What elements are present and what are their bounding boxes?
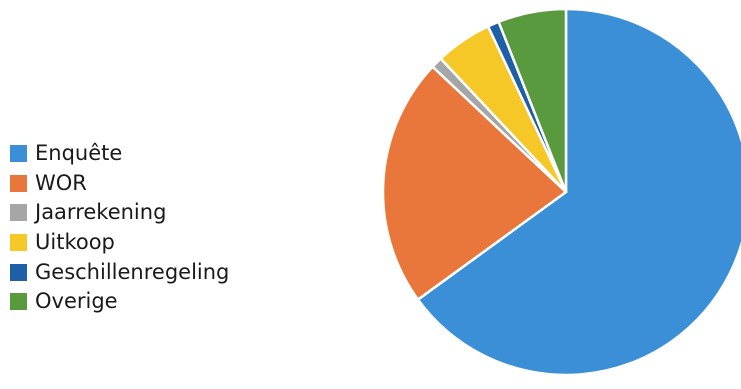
legend-item-geschillenregeling: Geschillenregeling (10, 257, 229, 287)
legend-item-wor: WOR (10, 169, 229, 199)
legend-swatch-geschillenregeling (10, 263, 27, 281)
legend-label-uitkoop: Uitkoop (35, 230, 115, 255)
legend-label-jaarrekening: Jaarrekening (35, 200, 167, 225)
legend-swatch-jaarrekening (10, 204, 27, 222)
pie-slice-overige (497, 7, 568, 194)
legend-label-overige: Overige (35, 289, 118, 314)
pie-slice-wor (381, 65, 568, 301)
pie-slice-enquete (416, 7, 741, 377)
legend-swatch-uitkoop (10, 234, 27, 252)
chart-legend: Enquête WOR Jaarrekening Uitkoop Geschil… (10, 139, 229, 317)
legend-swatch-overige (10, 293, 27, 311)
legend-swatch-enquete (10, 145, 27, 163)
pie-chart (381, 7, 741, 377)
legend-label-enquete: Enquête (35, 141, 123, 166)
legend-swatch-wor (10, 174, 27, 192)
legend-item-uitkoop: Uitkoop (10, 228, 229, 258)
legend-item-overige: Overige (10, 287, 229, 317)
legend-item-jaarrekening: Jaarrekening (10, 198, 229, 228)
legend-item-enquete: Enquête (10, 139, 229, 169)
legend-label-wor: WOR (35, 170, 87, 195)
legend-label-geschillenregeling: Geschillenregeling (35, 259, 230, 284)
